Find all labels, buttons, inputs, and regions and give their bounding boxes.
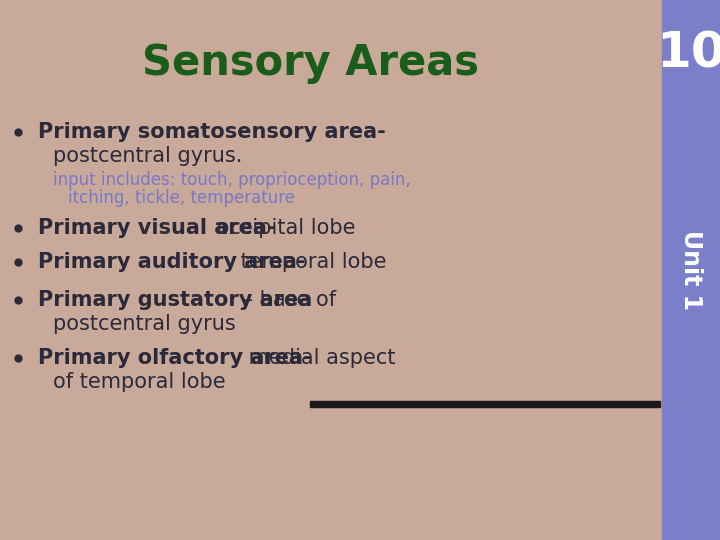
Text: of temporal lobe: of temporal lobe	[53, 372, 225, 392]
Text: postcentral gyrus: postcentral gyrus	[53, 314, 235, 334]
Bar	[662, 0, 720, 540]
Bar	[310, 401, 660, 407]
Text: Primary somatosensory area-: Primary somatosensory area-	[38, 122, 386, 142]
Text: medial aspect: medial aspect	[242, 348, 395, 368]
Text: Primary olfactory area-: Primary olfactory area-	[38, 348, 312, 368]
Text: Primary auditory area-: Primary auditory area-	[38, 252, 305, 272]
Text: temporal lobe: temporal lobe	[234, 252, 387, 272]
Text: Primary visual area-: Primary visual area-	[38, 218, 276, 238]
Text: postcentral gyrus.: postcentral gyrus.	[53, 146, 243, 166]
Text: Primary gustatory area: Primary gustatory area	[38, 290, 312, 310]
Text: itching, tickle, temperature: itching, tickle, temperature	[68, 189, 295, 207]
Text: 10: 10	[656, 30, 720, 78]
Text: input includes: touch, proprioception, pain,: input includes: touch, proprioception, p…	[53, 171, 410, 189]
Text: – base of: – base of	[236, 290, 336, 310]
Text: Sensory Areas: Sensory Areas	[142, 42, 479, 84]
Text: occipital lobe: occipital lobe	[210, 218, 356, 238]
Text: Unit 1: Unit 1	[679, 230, 703, 310]
